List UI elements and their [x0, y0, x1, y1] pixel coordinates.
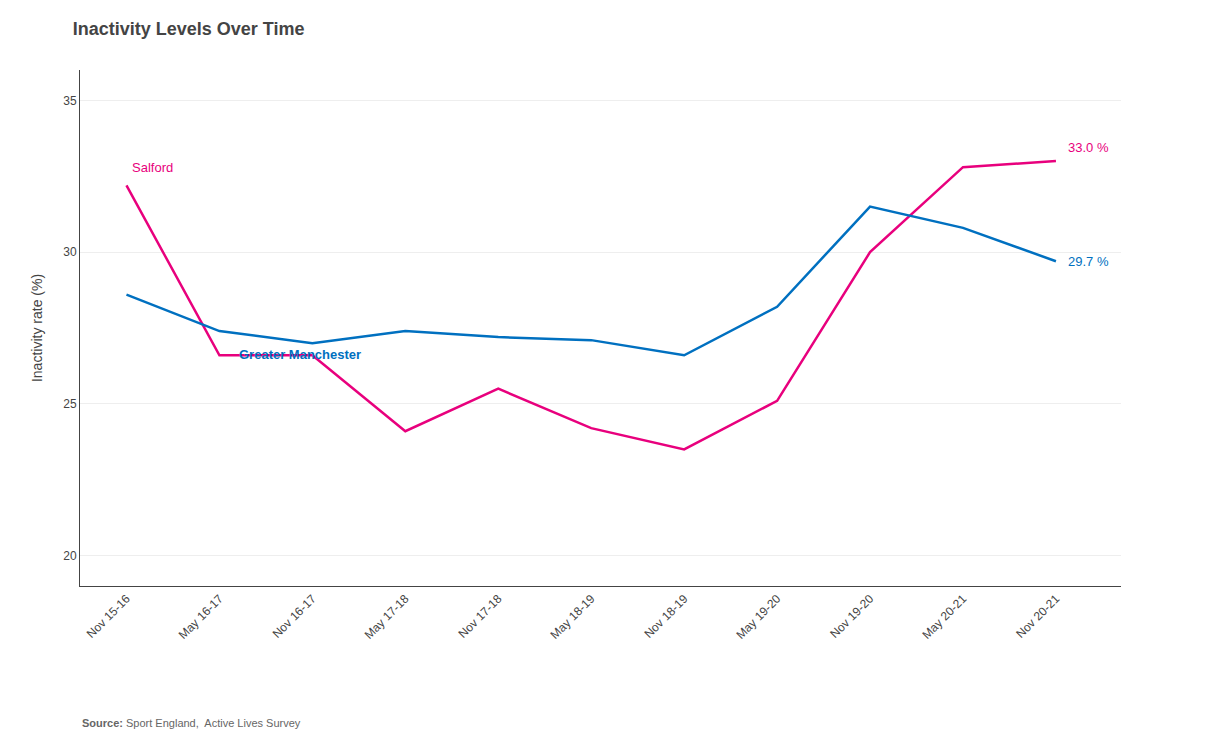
svg-text:May 17-18: May 17-18 — [362, 592, 412, 642]
svg-text:Nov 19-20: Nov 19-20 — [827, 592, 876, 641]
svg-text:33.0 %: 33.0 % — [1068, 140, 1109, 155]
svg-text:30: 30 — [63, 245, 77, 259]
svg-text:Inactivity Levels Over Time: Inactivity Levels Over Time — [73, 19, 305, 39]
svg-text:May 19-20: May 19-20 — [733, 592, 783, 642]
svg-text:May 16-17: May 16-17 — [176, 592, 226, 642]
svg-text:Nov 16-17: Nov 16-17 — [270, 592, 319, 641]
svg-text:Salford: Salford — [132, 160, 173, 175]
svg-text:25: 25 — [63, 397, 77, 411]
svg-text:Nov 18-19: Nov 18-19 — [641, 592, 690, 641]
svg-text:May 20-21: May 20-21 — [919, 592, 969, 642]
svg-text:20: 20 — [63, 549, 77, 563]
svg-text:Nov 20-21: Nov 20-21 — [1013, 592, 1062, 641]
svg-text:35: 35 — [63, 94, 77, 108]
svg-text:May 18-19: May 18-19 — [548, 592, 598, 642]
svg-text:Nov 15-16: Nov 15-16 — [84, 592, 133, 641]
svg-text:Nov 17-18: Nov 17-18 — [456, 592, 505, 641]
svg-text:Greater Manchester: Greater Manchester — [239, 347, 361, 362]
svg-text:29.7 %: 29.7 % — [1068, 254, 1109, 269]
svg-text:Source: Sport England, Active: Source: Sport England, Active Lives Surv… — [82, 717, 301, 729]
svg-text:Inactivity rate (%): Inactivity rate (%) — [29, 274, 45, 382]
